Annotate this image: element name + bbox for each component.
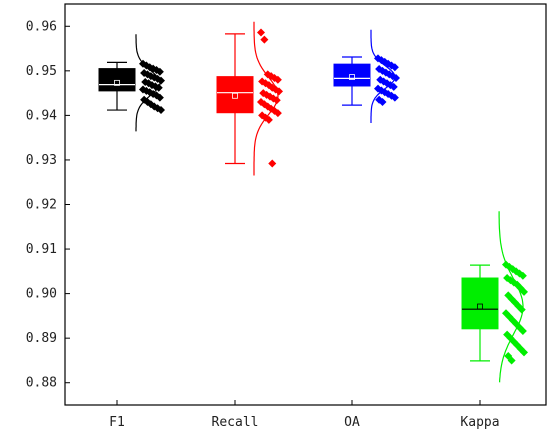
y-tick-label: 0.95 [26,64,57,79]
data-point [389,82,398,91]
data-point [517,305,526,314]
mean-marker [349,74,355,80]
y-tick-label: 0.94 [26,108,57,123]
series-oa [333,29,400,123]
box [461,277,499,330]
data-point [264,115,273,124]
data-point [257,28,265,37]
y-tick-label: 0.93 [26,153,57,168]
distribution-curve [253,21,279,176]
distribution-curve [498,211,524,383]
data-point [155,93,164,102]
data-point [273,75,282,84]
y-axis: 0.88 0.89 0.90 0.91 0.92 0.93 0.94 0.95 0.96 [26,19,70,391]
y-tick-label: 0.89 [26,331,57,346]
y-tick-label: 0.91 [26,242,57,257]
data-point [155,67,164,76]
series-f1 [98,34,165,132]
data-point [380,57,389,66]
mean-marker [232,92,238,99]
data-point [390,63,399,72]
distribution-curve [370,29,396,123]
y-tick-label: 0.92 [26,198,57,213]
data-point [268,159,277,168]
box [216,76,254,114]
y-tick-label: 0.90 [26,287,57,302]
data-point [520,287,528,296]
series-layer [98,21,528,383]
plot-frame [64,3,547,406]
data-point [518,271,527,280]
x-tick-label: Recall [212,415,259,430]
x-tick-label: F1 [109,415,125,430]
series-recall [216,21,283,176]
distribution-curve [135,34,161,132]
data-point [273,109,282,118]
x-tick-label: OA [344,415,360,430]
y-tick-label: 0.88 [26,376,57,391]
data-point [157,106,165,115]
data-point [520,348,528,357]
box [98,68,136,92]
x-axis: F1 Recall OA Kappa [109,400,500,430]
x-tick-label: Kappa [460,415,499,430]
data-point [507,356,516,365]
data-point [518,327,527,336]
box [333,63,371,87]
data-point [378,98,387,107]
mean-marker [114,79,120,86]
data-point [390,93,399,102]
y-tick-label: 0.96 [26,19,57,34]
data-point [260,35,269,44]
mean-marker [477,303,483,310]
series-kappa [461,211,528,383]
